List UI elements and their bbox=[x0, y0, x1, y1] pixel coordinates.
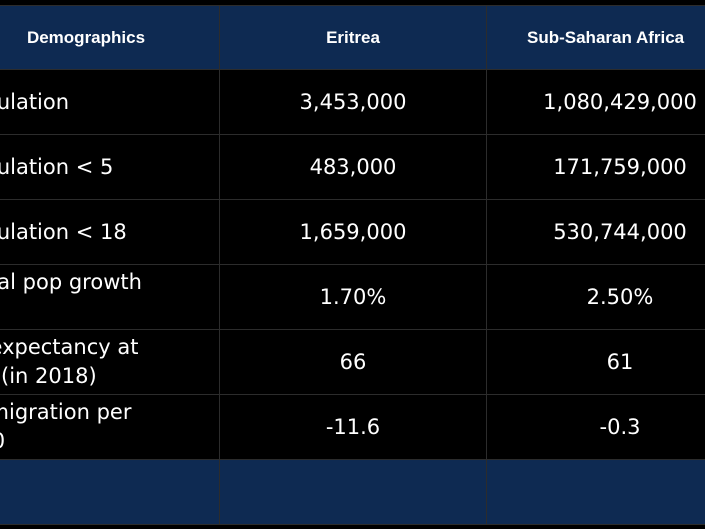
footer-cell bbox=[0, 459, 220, 525]
eritrea-value: 66 bbox=[219, 329, 487, 395]
ssa-value: 171,759,000 bbox=[486, 134, 705, 200]
table-row: Total Population < 18 1,659,000 530,744,… bbox=[0, 199, 705, 265]
footer-row bbox=[0, 459, 705, 525]
ssa-value: -0.3 bbox=[486, 394, 705, 460]
eritrea-value: 3,453,000 bbox=[219, 69, 487, 135]
row-label: Total Population < 5 bbox=[0, 154, 114, 179]
table-row: Annual pop growth rate 1.70% 2.50% bbox=[0, 264, 705, 330]
row-label: Annual pop growth rate bbox=[0, 270, 142, 294]
ssa-value: 530,744,000 bbox=[486, 199, 705, 265]
table-row: Net migration per 1,000 -11.6 -0.3 bbox=[0, 394, 705, 460]
table-row: Total Population < 5 483,000 171,759,000 bbox=[0, 134, 705, 200]
row-label: Life expectancy at birth (in 2018) bbox=[0, 335, 139, 388]
ssa-value: 61 bbox=[486, 329, 705, 395]
row-label: Total Population bbox=[0, 89, 70, 114]
row-label-cell: Total Population bbox=[0, 69, 220, 135]
footer-cell bbox=[486, 459, 705, 525]
row-label: Net migration per 1,000 bbox=[0, 400, 132, 453]
eritrea-value: 1,659,000 bbox=[219, 199, 487, 265]
row-label: Total Population < 18 bbox=[0, 219, 127, 244]
table-row: Life expectancy at birth (in 2018) 66 61 bbox=[0, 329, 705, 395]
footer-cell bbox=[219, 459, 487, 525]
row-label-cell: Annual pop growth rate bbox=[0, 264, 220, 330]
demographics-table: Demographics Eritrea Sub-Saharan Africa … bbox=[0, 5, 705, 525]
ssa-value: 1,080,429,000 bbox=[486, 69, 705, 135]
header-demographics: Demographics bbox=[0, 5, 220, 70]
eritrea-value: 1.70% bbox=[219, 264, 487, 330]
row-label-cell: Total Population < 5 bbox=[0, 134, 220, 200]
ssa-value: 2.50% bbox=[486, 264, 705, 330]
header-row: Demographics Eritrea Sub-Saharan Africa bbox=[0, 5, 705, 70]
header-sub-saharan-africa: Sub-Saharan Africa bbox=[486, 5, 705, 70]
table-row: Total Population 3,453,000 1,080,429,000 bbox=[0, 69, 705, 135]
eritrea-value: 483,000 bbox=[219, 134, 487, 200]
eritrea-value: -11.6 bbox=[219, 394, 487, 460]
row-label-cell: Net migration per 1,000 bbox=[0, 394, 220, 460]
row-label-cell: Life expectancy at birth (in 2018) bbox=[0, 329, 220, 395]
header-eritrea: Eritrea bbox=[219, 5, 487, 70]
row-label-cell: Total Population < 18 bbox=[0, 199, 220, 265]
